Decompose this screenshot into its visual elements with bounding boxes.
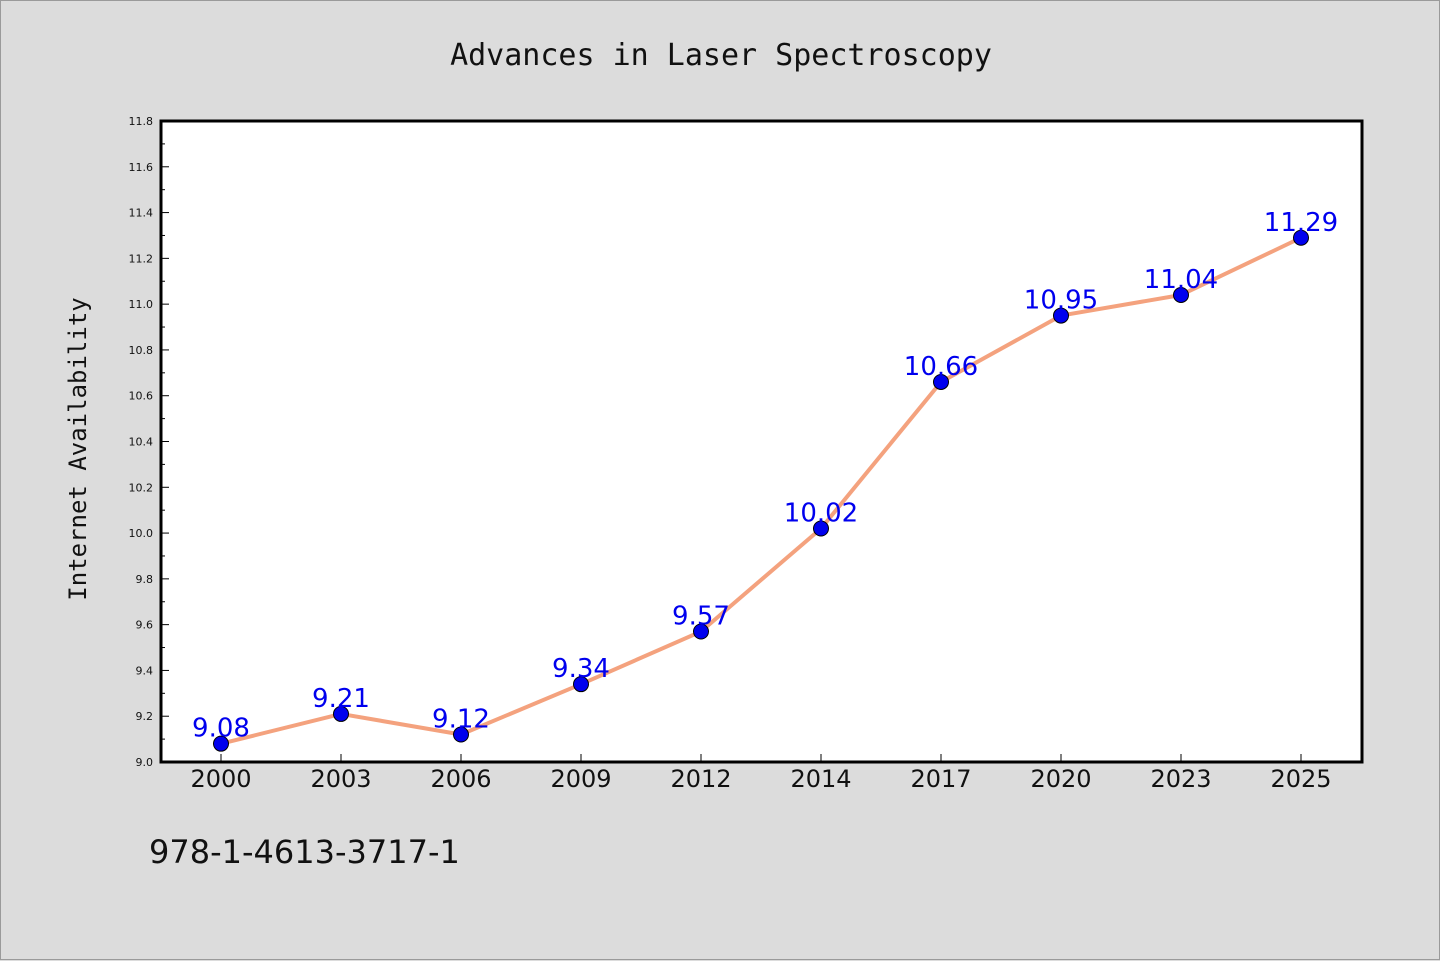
y-tick-label: 11.0 xyxy=(129,298,154,311)
data-label: 11.29 xyxy=(1264,208,1338,238)
x-tick-label: 2012 xyxy=(670,765,731,793)
data-point xyxy=(693,623,709,640)
y-tick-label: 10.2 xyxy=(129,481,154,494)
data-label: 9.34 xyxy=(552,654,610,684)
data-label: 9.08 xyxy=(192,714,250,744)
plot-area xyxy=(159,119,1364,764)
footer-note: 978-1-4613-3717-1 xyxy=(149,833,460,871)
data-point xyxy=(453,726,469,743)
y-tick-label: 11.2 xyxy=(129,252,154,265)
data-point xyxy=(933,373,949,390)
x-tick-label: 2025 xyxy=(1270,765,1331,793)
data-label: 9.12 xyxy=(432,705,490,735)
data-point xyxy=(1173,286,1189,303)
x-tick-label: 2014 xyxy=(790,765,851,793)
y-tick-label: 10.4 xyxy=(129,436,154,449)
y-tick-label: 10.0 xyxy=(129,527,154,540)
y-tick-label: 9.0 xyxy=(136,756,154,769)
y-tick-label: 10.6 xyxy=(129,390,154,403)
series-line xyxy=(219,235,1303,746)
x-axis-ticks: 2000 2003 2006 2009 2012 2014 2017 2020 2023 2025 xyxy=(190,754,1332,793)
x-tick-label: 2020 xyxy=(1030,765,1091,793)
data-label: 11.04 xyxy=(1144,265,1218,295)
y-tick-label: 9.2 xyxy=(136,710,154,723)
y-tick-label: 11.8 xyxy=(129,115,154,128)
data-label: 9.57 xyxy=(672,602,730,632)
x-tick-label: 2009 xyxy=(550,765,611,793)
data-label: 10.66 xyxy=(904,352,978,382)
data-label: 10.95 xyxy=(1024,286,1098,316)
y-axis-label: Internet Availability xyxy=(64,297,92,600)
data-point xyxy=(213,735,229,752)
y-tick-label: 11.4 xyxy=(129,207,154,220)
x-tick-label: 2023 xyxy=(1150,765,1211,793)
series-layer: 9.08 9.21 9.12 9.34 9.57 10.02 10.66 10.95 11.04… xyxy=(192,208,1338,752)
chart-title: Advances in Laser Spectroscopy xyxy=(450,38,992,73)
y-tick-label: 11.6 xyxy=(129,161,154,174)
data-label: 10.02 xyxy=(784,498,858,528)
y-tick-label: 9.4 xyxy=(136,664,154,677)
data-point xyxy=(1053,307,1069,324)
x-tick-label: 2017 xyxy=(910,765,971,793)
y-tick-label: 10.8 xyxy=(129,344,154,357)
data-point xyxy=(1293,229,1309,246)
x-tick-label: 2000 xyxy=(190,765,251,793)
x-tick-label: 2006 xyxy=(430,765,491,793)
data-point xyxy=(813,520,829,537)
y-tick-label: 9.6 xyxy=(136,619,154,632)
x-tick-label: 2003 xyxy=(310,765,371,793)
y-tick-label: 9.8 xyxy=(136,573,154,586)
y-axis-ticks: 9.0 9.2 9.4 9.6 9.8 10.0 10.2 10.4 10.6 10.8 11.0 1… xyxy=(129,115,169,769)
data-point xyxy=(333,705,349,722)
data-label: 9.21 xyxy=(312,684,370,714)
data-point xyxy=(573,676,589,693)
